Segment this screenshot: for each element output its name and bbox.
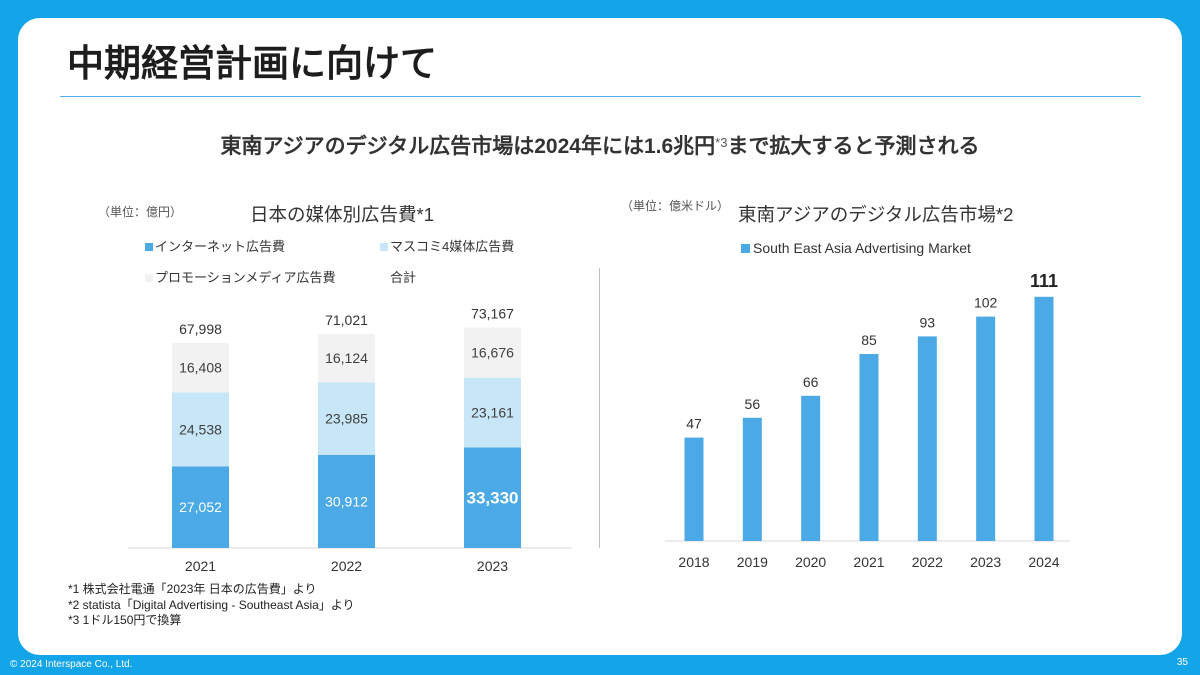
page-number: 35 xyxy=(1176,657,1188,668)
right-x-tick-2019: 2019 xyxy=(737,554,768,570)
legend-label-sea-market: South East Asia Advertising Market xyxy=(753,240,971,256)
legend-swatch-sea-market xyxy=(741,243,750,253)
value-label-sea-market-2018: 47 xyxy=(686,416,702,432)
value-label-sea-market-2023: 102 xyxy=(974,295,998,311)
value-label-promotion-2021: 16,408 xyxy=(179,360,222,376)
legend-label-promotion: プロモーションメディア広告費 xyxy=(155,270,336,285)
total-label-2023: 73,167 xyxy=(471,305,514,321)
value-label-sea-market-2022: 93 xyxy=(920,314,936,330)
value-label-promotion-2023: 16,676 xyxy=(471,345,514,361)
value-label-internet-2022: 30,912 xyxy=(325,493,368,509)
chart-divider xyxy=(599,268,600,548)
headline: 東南アジアのデジタル広告市場は2024年には1.6兆円*3まで拡大すると予測され… xyxy=(0,130,1200,160)
legend-item-mass-media: マスコミ4媒体広告費 xyxy=(380,239,514,255)
right-chart-unit-label: （単位：億米ドル） xyxy=(621,199,730,213)
bar-sea-market-2022 xyxy=(917,336,937,541)
value-label-sea-market-2024: 111 xyxy=(1030,271,1058,291)
footnote-1: *1 株式会社電通「2023年 日本の広告費」より xyxy=(68,582,317,596)
legend-item-total: 合計 xyxy=(380,270,416,286)
value-label-internet-2023: 33,330 xyxy=(467,488,519,507)
value-label-mass-media-2022: 23,985 xyxy=(325,411,368,427)
bar-internet-2023 xyxy=(464,447,521,548)
left-x-tick-2022: 2022 xyxy=(331,558,362,574)
legend-swatch-promotion xyxy=(145,274,153,282)
sea-digital-ad-market-chart: 47 2018 56 2019 66 2020 85 2021 93 2022 102 2023 111… xyxy=(665,271,1070,570)
legend-item-internet: インターネット広告費 xyxy=(145,239,285,255)
total-label-2021: 67,998 xyxy=(179,321,222,337)
headline-note-mark: *3 xyxy=(715,135,728,150)
legend-item-sea-market: South East Asia Advertising Market xyxy=(741,240,971,256)
value-label-promotion-2022: 16,124 xyxy=(325,350,368,366)
bar-mass-media-2021 xyxy=(172,392,229,467)
total-label-2022: 71,021 xyxy=(325,312,368,328)
value-label-sea-market-2021: 85 xyxy=(861,332,877,348)
copyright-notice: © 2024 Interspace Co., Ltd. xyxy=(10,659,133,670)
legend-swatch-internet xyxy=(145,243,153,251)
left-x-tick-2021: 2021 xyxy=(185,558,216,574)
headline-tail: まで拡大すると予測される xyxy=(727,135,980,158)
bar-internet-2021 xyxy=(172,466,229,548)
footnote-3: *3 1ドル150円で換算 xyxy=(68,613,182,627)
right-x-tick-2023: 2023 xyxy=(970,554,1001,570)
japan-media-ad-spend-chart: 27,052 24,538 16,408 67,998 2021 30,912 23,985… xyxy=(128,305,572,574)
right-x-tick-2021: 2021 xyxy=(853,554,884,570)
bar-internet-2022 xyxy=(318,454,375,548)
bar-promotion-2021 xyxy=(172,343,229,393)
legend-label-mass-media: マスコミ4媒体広告費 xyxy=(390,239,515,254)
value-label-sea-market-2020: 66 xyxy=(803,374,819,390)
headline-text: 東南アジアのデジタル広告市場は2024年には1.6兆円 xyxy=(220,135,716,158)
bar-promotion-2023 xyxy=(464,327,521,378)
bar-sea-market-2023 xyxy=(976,316,996,541)
legend-label-internet: インターネット広告費 xyxy=(155,239,286,254)
value-label-sea-market-2019: 56 xyxy=(745,396,761,412)
bar-sea-market-2018 xyxy=(684,437,704,541)
value-label-mass-media-2021: 24,538 xyxy=(179,421,222,437)
right-x-tick-2020: 2020 xyxy=(795,554,826,570)
left-x-tick-2023: 2023 xyxy=(477,558,508,574)
title-divider xyxy=(60,96,1141,97)
right-chart-title: 東南アジアのデジタル広告市場*2 xyxy=(738,204,1014,225)
footnotes: *1 株式会社電通「2023年 日本の広告費」より *2 statista「Di… xyxy=(68,582,355,629)
right-x-tick-2022: 2022 xyxy=(912,554,943,570)
right-x-tick-2024: 2024 xyxy=(1028,554,1059,570)
legend-item-promotion: プロモーションメディア広告費 xyxy=(145,270,335,286)
legend-label-total: 合計 xyxy=(390,270,417,285)
footnote-2: *2 statista「Digital Advertising - Southe… xyxy=(68,597,355,612)
bar-sea-market-2019 xyxy=(742,417,762,541)
left-chart-unit-label: （単位：億円） xyxy=(98,205,183,219)
bar-sea-market-2021 xyxy=(859,354,879,541)
bar-promotion-2022 xyxy=(318,333,375,383)
slide-title: 中期経営計画に向けて xyxy=(67,43,437,84)
right-x-tick-2018: 2018 xyxy=(678,554,709,570)
value-label-internet-2021: 27,052 xyxy=(179,499,222,515)
value-label-mass-media-2023: 23,161 xyxy=(471,405,514,421)
bar-mass-media-2023 xyxy=(464,377,521,448)
legend-swatch-total xyxy=(380,274,388,282)
bar-sea-market-2020 xyxy=(801,395,821,541)
bar-mass-media-2022 xyxy=(318,382,375,455)
legend-swatch-mass-media xyxy=(380,243,388,251)
bar-sea-market-2024 xyxy=(1034,296,1054,541)
left-chart-title: 日本の媒体別広告費*1 xyxy=(250,204,434,225)
